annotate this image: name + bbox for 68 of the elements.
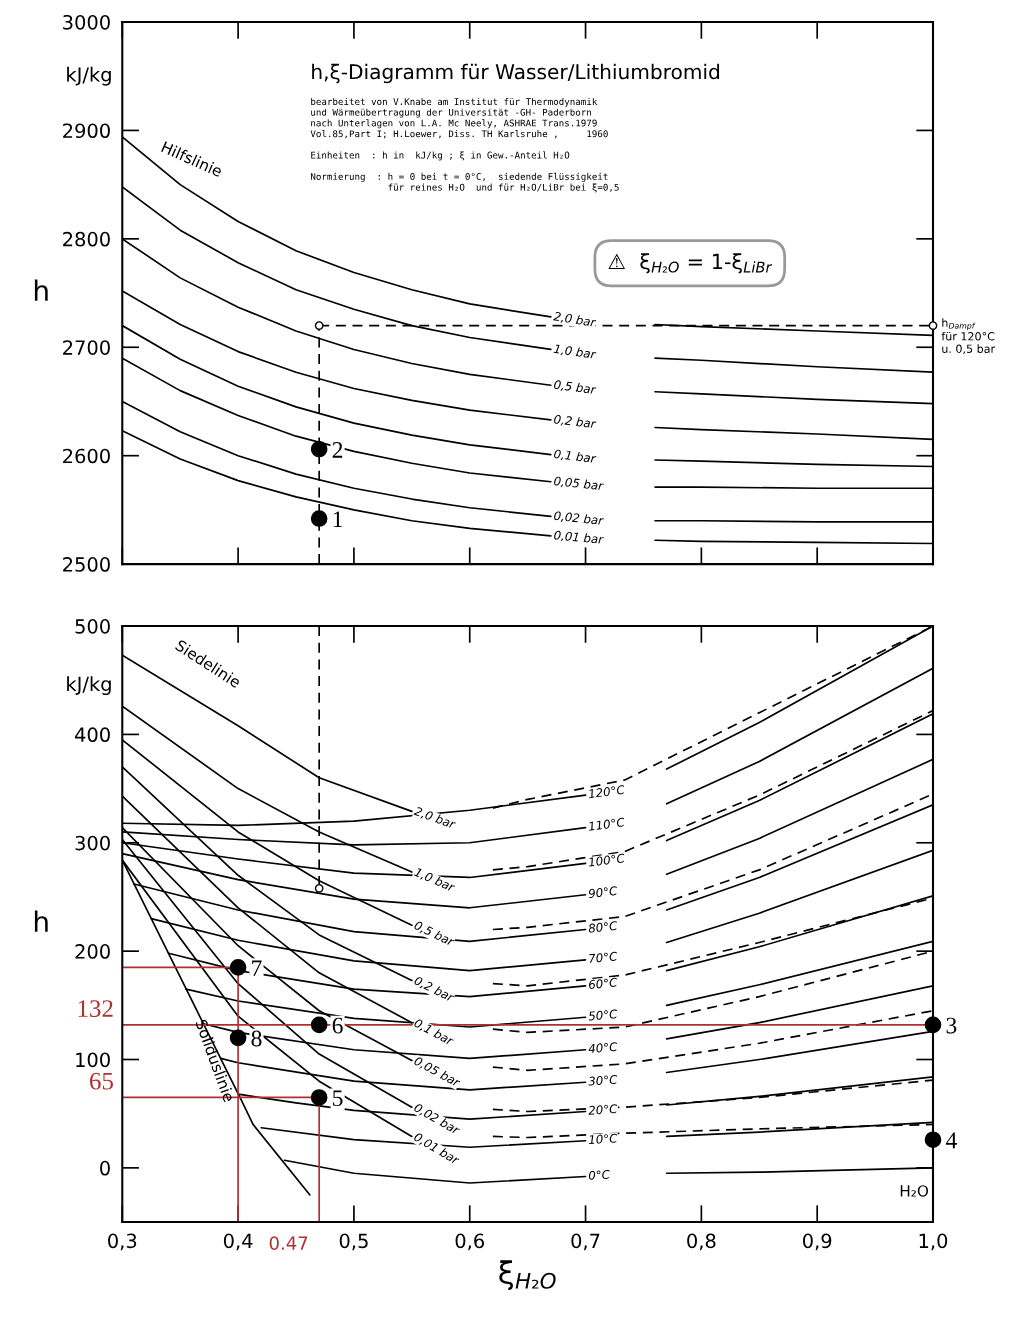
text: 0,1 bar — [412, 1017, 455, 1047]
y-tick-label: 2600 — [63, 448, 110, 464]
text: 70°C — [588, 951, 618, 964]
y-axis-title: h — [34, 279, 48, 301]
text: 1,0 bar — [553, 343, 597, 361]
x-tick-label: 0,8 — [687, 1233, 716, 1251]
text: 2,0 bar — [552, 311, 597, 329]
series-label: 10°C — [588, 1133, 618, 1145]
y-tick-label: 500 — [75, 619, 110, 634]
text: 1,0 bar — [413, 867, 457, 894]
text: kJ/kg — [67, 66, 111, 86]
series-label: 30°C — [587, 1074, 618, 1086]
text: 120°C — [588, 784, 626, 799]
text: 0,05 bar — [553, 476, 605, 492]
y-tick-label: 3000 — [63, 14, 110, 30]
annotation: 2 — [332, 442, 343, 458]
x-tick-label: 0,3 — [108, 1233, 137, 1251]
text: bearbeitet von V.Knabe am Institut für Thermodynamik und Wärmeübertragung der Universität -GH- Paderborn nach Unterlagen von L.A. Mc Neely, ASHRAE Trans.1979 Vol.85,Part I; H.Loewer, Diss. TH Karlsruhe , 1960 Einheiten : h in kJ/kg ; ξ in Gew.-Anteil H₂O Normierung : h = 0 bei t = 0°C, siedende Flüssigkeit für reines H₂O und für H₂O/LiBr bei ξ=0,5 — [310, 97, 619, 193]
text: 0,05 bar — [412, 1055, 462, 1089]
text: 90°C — [588, 886, 618, 899]
y-tick-label: 100 — [76, 1052, 110, 1068]
y-tick-label: 400 — [75, 727, 110, 743]
series-label: 40°C — [588, 1042, 618, 1054]
text: 2,0 bar — [413, 806, 457, 831]
annotation: 4 — [945, 1132, 957, 1149]
text: 0,2 bar — [413, 975, 456, 1004]
x-tick-label: 0,4 — [223, 1233, 253, 1251]
x-tick-label: 0,6 — [455, 1233, 484, 1251]
text: 0,5 bar — [413, 920, 456, 948]
annotation: h$_{Dampf}$ für 120°C u. 0,5 bar — [941, 318, 996, 355]
annotation: 65 — [90, 1072, 113, 1090]
annotation: 7 — [252, 960, 262, 976]
annotation: 132 — [78, 1000, 113, 1017]
text: 60°C — [588, 977, 618, 990]
y-axis-title: h — [34, 910, 48, 932]
x-tick-label: 0,5 — [339, 1233, 368, 1251]
y-tick-label: 2500 — [63, 557, 110, 572]
y-tick-label: 2900 — [63, 123, 110, 139]
x-axis-title: ξ$_{H₂O}$ — [499, 1260, 556, 1290]
annotation: 3 — [946, 1017, 957, 1034]
text: 0,2 bar — [553, 414, 597, 430]
series-label: 50°C — [588, 1009, 618, 1021]
x-tick-label: 0,9 — [803, 1233, 832, 1251]
y-tick-label: 2800 — [63, 231, 110, 247]
x-tick-label: 0,7 — [571, 1233, 600, 1251]
annotation: 1 — [333, 511, 343, 528]
annotation: 0.47 — [269, 1236, 308, 1250]
text: 0,01 bar — [553, 530, 605, 546]
annotation: H₂O — [900, 1185, 929, 1197]
x-tick-label: 1,0 — [919, 1233, 948, 1251]
annotation: 8 — [251, 1030, 262, 1047]
text: 0,5 bar — [553, 379, 597, 396]
annotation: 6 — [332, 1017, 343, 1034]
series-label: 0°C — [588, 1169, 611, 1180]
text: h,ξ-Diagramm für Wasser/Lithiumbromid — [312, 63, 720, 84]
text: 0,02 bar — [553, 510, 605, 527]
text: kJ/kg — [67, 676, 111, 696]
series-label: 20°C — [588, 1104, 618, 1115]
y-tick-label: 300 — [75, 835, 110, 851]
text: 0,1 bar — [553, 449, 597, 465]
y-tick-label: 2700 — [63, 340, 110, 355]
y-tick-label: 0 — [100, 1160, 110, 1176]
text: 100°C — [588, 853, 626, 867]
annotation: 5 — [333, 1090, 343, 1107]
text: 110°C — [588, 817, 626, 831]
text: 80°C — [588, 921, 618, 933]
y-tick-label: 200 — [75, 944, 110, 959]
annotation: ⚠ ξ$_{H₂O}$ = 1-ξ$_{LiBr}$ — [608, 253, 773, 274]
